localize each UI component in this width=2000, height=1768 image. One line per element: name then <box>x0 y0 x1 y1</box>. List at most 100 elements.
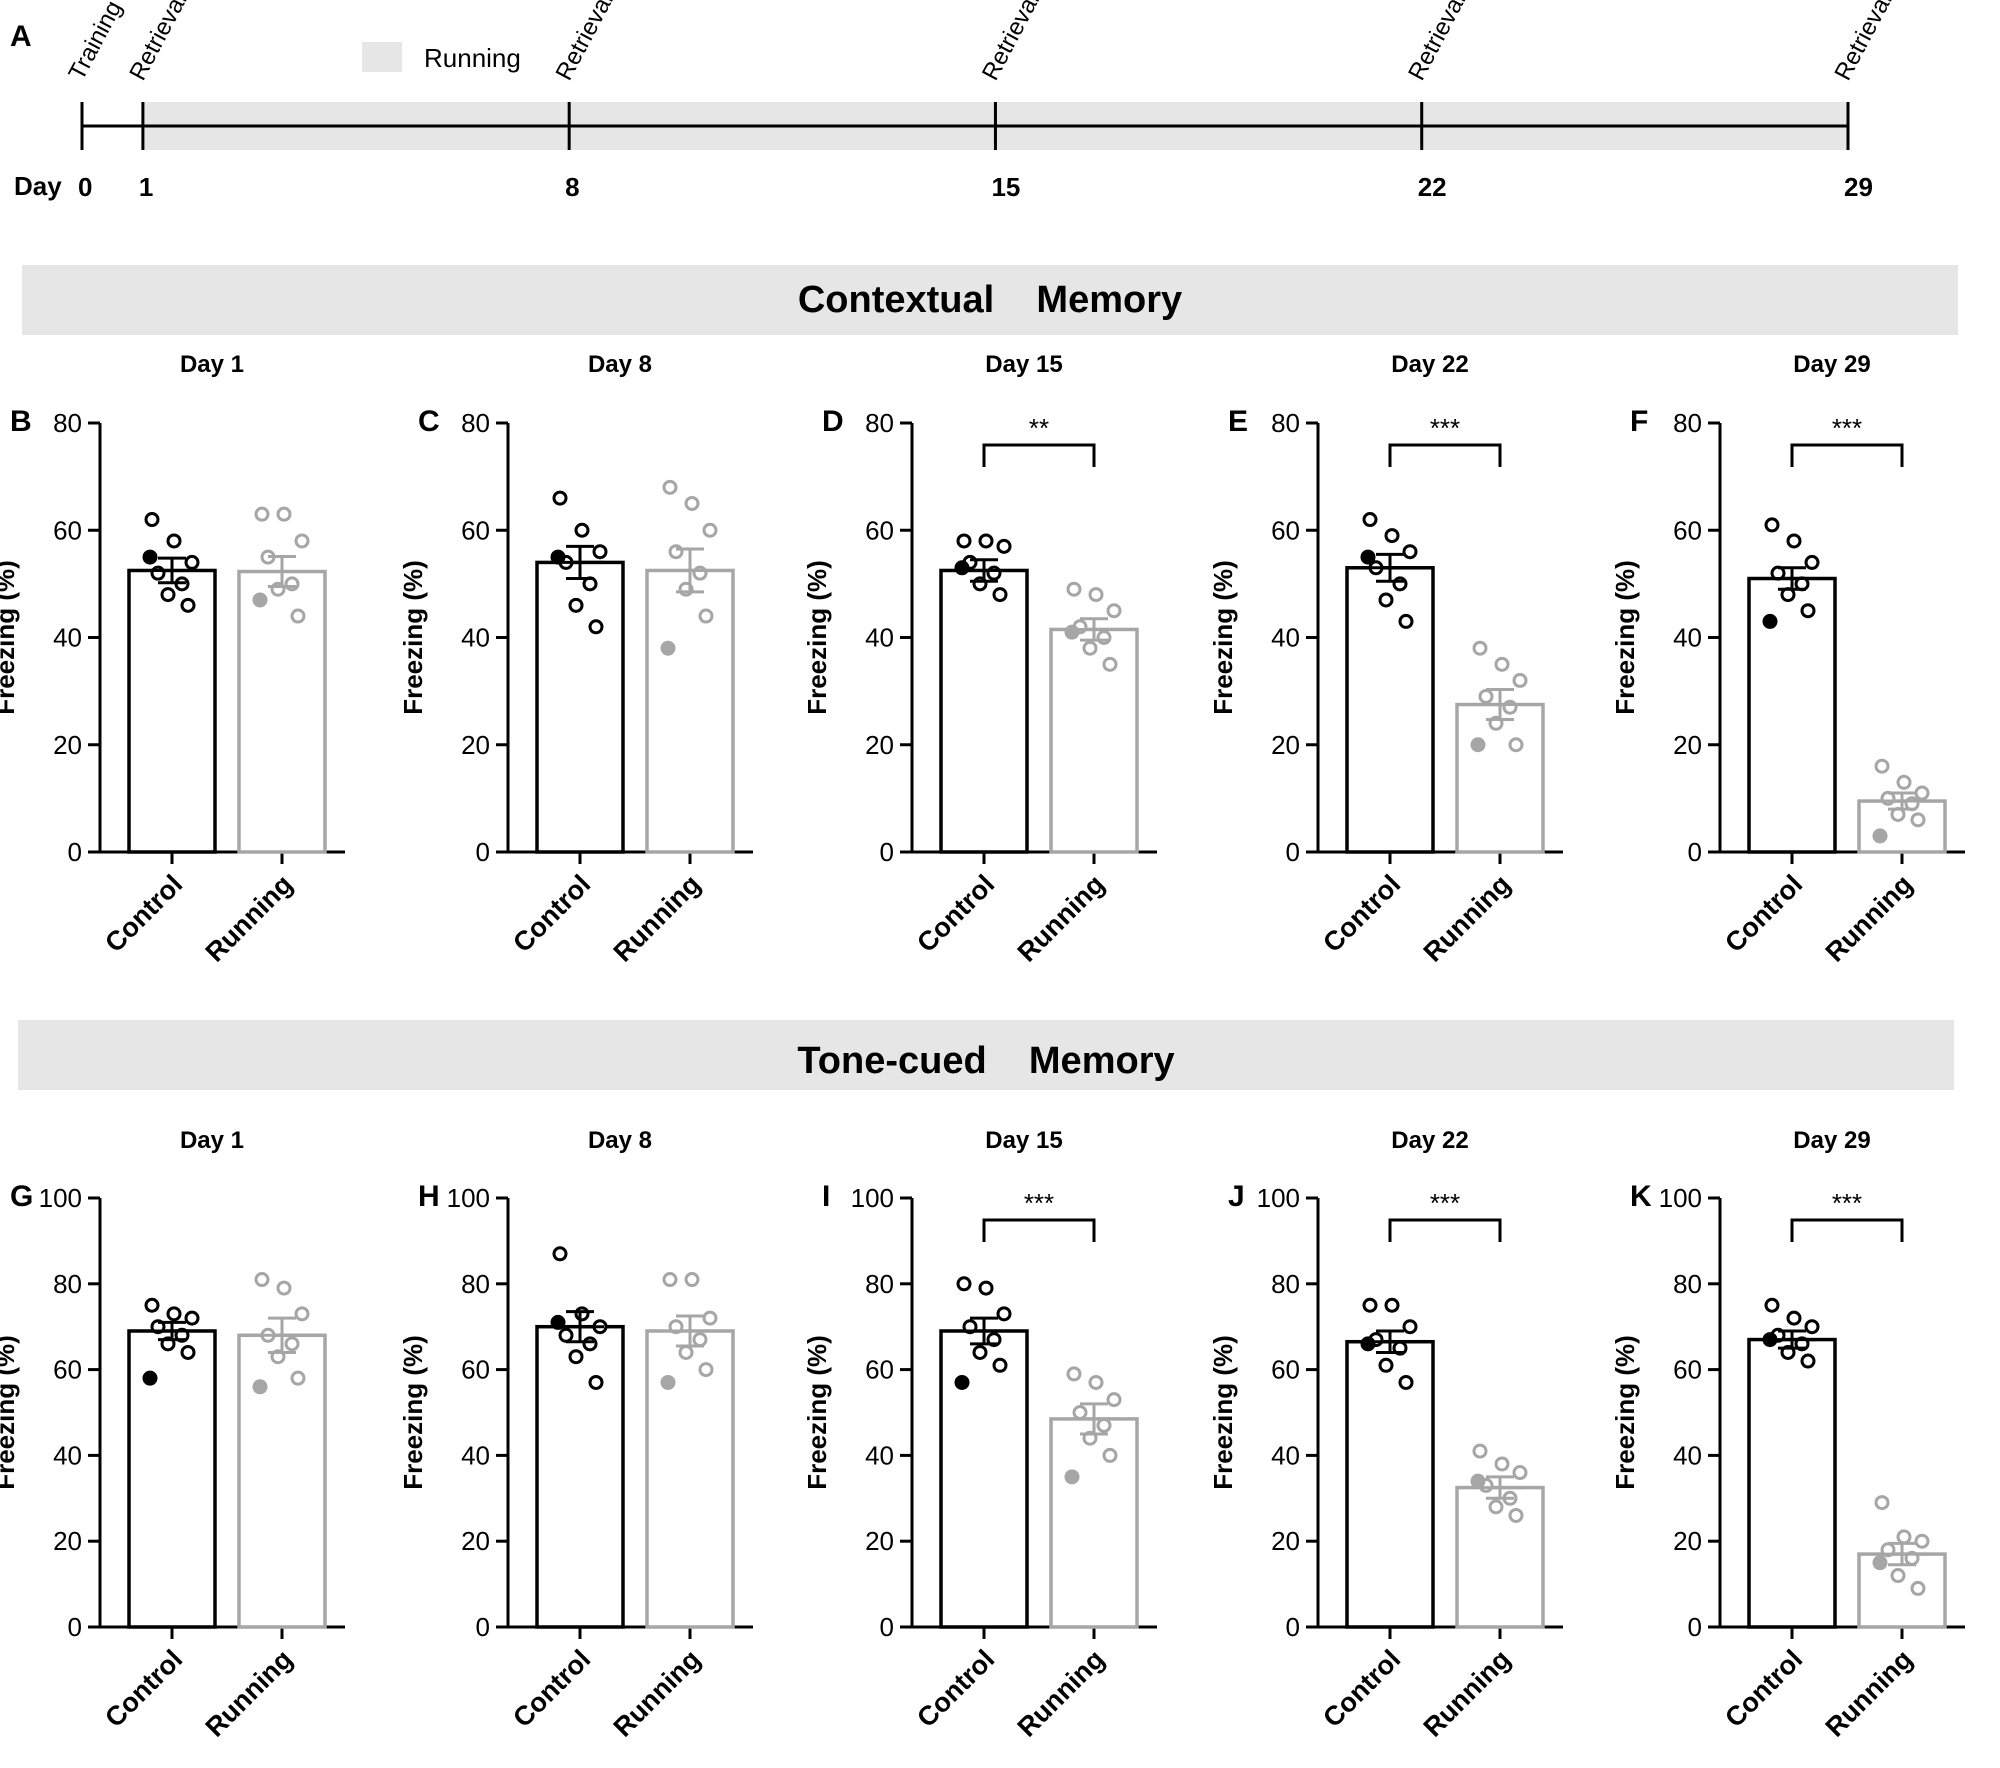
y-axis-label: Freezing (%) <box>1610 560 1640 715</box>
data-point <box>574 1306 590 1322</box>
data-point <box>568 597 584 613</box>
y-tick-label: 100 <box>1257 1183 1300 1213</box>
x-tick-label: Control <box>99 869 188 958</box>
y-tick-label: 100 <box>851 1183 894 1213</box>
data-point <box>992 1357 1008 1373</box>
y-tick-label: 80 <box>1673 1269 1702 1299</box>
bar-control <box>535 1324 625 1629</box>
bar-chart-panel-k: Day 29 K 0 20 40 60 80 100 Freezing (%) Control Ru… <box>1610 1127 1965 1743</box>
bar-chart-panel-h: Day 8 H 0 20 40 60 80 100 Freezing (%) Control Run… <box>398 1127 753 1743</box>
y-tick-label: 20 <box>461 1526 490 1556</box>
y-tick-label: 40 <box>461 1440 490 1470</box>
data-point <box>254 1272 270 1288</box>
panel-title: Day 22 <box>1391 351 1468 378</box>
data-point <box>180 1344 196 1360</box>
y-tick-label: 0 <box>476 837 490 867</box>
panel-letter: D <box>822 405 844 438</box>
timeline-event-label: Retrieval <box>1403 0 1471 85</box>
y-tick-label: 60 <box>1673 515 1702 545</box>
bar-chart-panel-c: Day 8 C 0 20 40 60 80 Freezing (%) Control Runnin… <box>398 351 753 968</box>
y-tick-label: 80 <box>53 1269 82 1299</box>
significance-bracket <box>1790 443 1904 467</box>
data-point <box>662 479 678 495</box>
panel-title: Day 15 <box>985 351 1062 378</box>
data-point <box>1508 1507 1524 1523</box>
bar-chart-panel-b: Day 1 B 0 20 40 60 80 Freezing (%) Control Runnin… <box>0 351 345 968</box>
y-tick-label: 40 <box>53 1440 82 1470</box>
y-tick-label: 0 <box>68 1612 82 1642</box>
data-point <box>254 506 270 522</box>
data-point <box>1890 1568 1906 1584</box>
section-banner-tone-cued: Tone-cued Memory <box>18 1020 1954 1090</box>
y-tick-label: 80 <box>1271 408 1300 438</box>
x-tick-label: Control <box>507 1644 596 1733</box>
bar-chart-panel-d: Day 15 D 0 20 40 60 80 Freezing (%) Control Runni… <box>802 351 1157 968</box>
bar-control <box>1747 1337 1837 1629</box>
data-point <box>954 1374 970 1390</box>
x-tick-label: Running <box>608 869 707 968</box>
data-point <box>1874 1495 1890 1511</box>
data-point <box>144 512 160 528</box>
timeline-day-value: 29 <box>1844 172 1873 202</box>
y-tick-label: 60 <box>461 515 490 545</box>
bar-control <box>939 1329 1029 1629</box>
y-axis-label: Freezing (%) <box>1208 1335 1238 1490</box>
panel-title: Day 1 <box>180 1127 244 1154</box>
data-point <box>1362 512 1378 528</box>
bar-chart-panel-g: Day 1 G 0 20 40 60 80 100 Freezing (%) Control Run… <box>0 1127 345 1743</box>
data-point <box>588 619 604 635</box>
data-point <box>144 1297 160 1313</box>
data-point <box>1106 1392 1122 1408</box>
y-tick-label: 0 <box>1688 1612 1702 1642</box>
y-tick-label: 60 <box>1271 1355 1300 1385</box>
y-axis-label: Freezing (%) <box>802 560 832 715</box>
y-axis-label: Freezing (%) <box>1610 1335 1640 1490</box>
data-point <box>284 1336 300 1352</box>
data-point <box>142 1370 158 1386</box>
data-point <box>582 1336 598 1352</box>
timeline-event-label: Training <box>63 0 127 85</box>
data-point <box>1066 1366 1082 1382</box>
data-point <box>1082 640 1098 656</box>
data-point <box>1502 699 1518 715</box>
data-point <box>1914 785 1930 801</box>
data-point <box>1764 1297 1780 1313</box>
data-point <box>1872 828 1888 844</box>
data-point <box>588 1374 604 1390</box>
data-point <box>184 554 200 570</box>
x-tick-label: Control <box>1719 869 1808 958</box>
legend-running-label: Running <box>424 43 521 73</box>
data-point <box>1106 603 1122 619</box>
significance-bracket <box>982 443 1096 467</box>
x-tick-label: Running <box>608 1644 707 1743</box>
data-point <box>1472 640 1488 656</box>
data-point <box>698 608 714 624</box>
data-point <box>166 533 182 549</box>
data-point <box>1896 1529 1912 1545</box>
data-point <box>1362 1297 1378 1313</box>
data-point <box>294 533 310 549</box>
data-point <box>1378 1357 1394 1373</box>
data-point <box>678 1344 694 1360</box>
x-tick-label: Control <box>1317 1644 1406 1733</box>
legend-running-swatch <box>362 42 402 72</box>
y-tick-label: 20 <box>865 730 894 760</box>
data-point <box>1896 774 1912 790</box>
y-tick-label: 20 <box>1271 1526 1300 1556</box>
y-tick-label: 0 <box>1688 837 1702 867</box>
data-point <box>956 1276 972 1292</box>
data-point <box>954 560 970 576</box>
data-point <box>1494 656 1510 672</box>
bar-control <box>1747 576 1837 854</box>
panel-letter: C <box>418 405 440 438</box>
data-point <box>1398 1374 1414 1390</box>
day-axis-label: Day <box>14 171 62 201</box>
y-tick-label: 40 <box>1271 1440 1300 1470</box>
data-point <box>986 565 1002 581</box>
data-point <box>1804 554 1820 570</box>
data-point <box>558 1327 574 1343</box>
panel-title: Day 1 <box>180 351 244 378</box>
y-tick-label: 20 <box>461 730 490 760</box>
data-point <box>662 1272 678 1288</box>
section-banner-contextual-bg <box>22 265 1958 335</box>
